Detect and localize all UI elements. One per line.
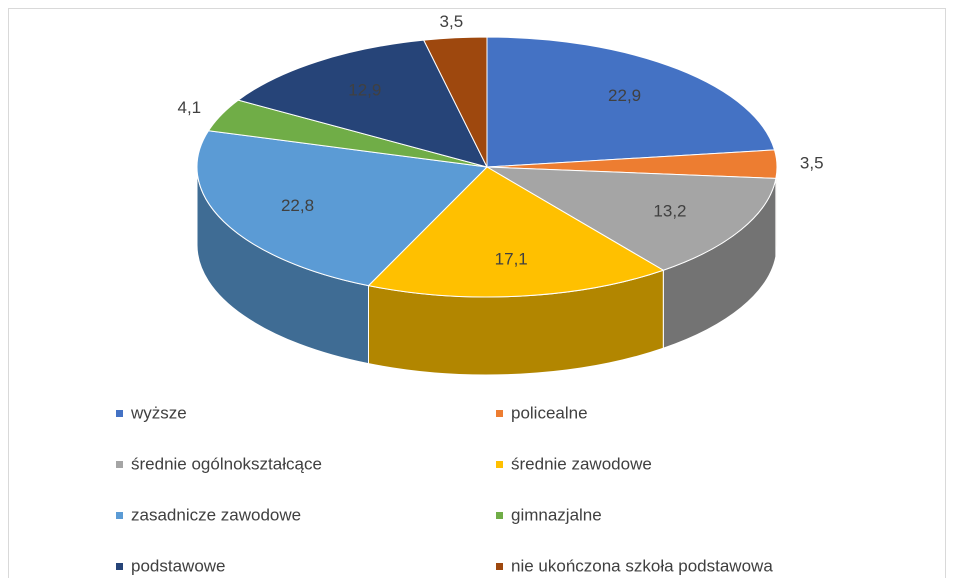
pie-tops: [196, 36, 778, 298]
legend-label: średnie zawodowe: [511, 454, 652, 473]
legend-swatch: [116, 461, 123, 468]
legend-swatch: [496, 461, 503, 468]
legend-swatch: [116, 512, 123, 519]
data-label: 3,5: [800, 153, 824, 172]
legend-swatch: [496, 512, 503, 519]
pie-slice: [367, 166, 665, 298]
pie-slice: [486, 36, 776, 168]
legend-label: wyższe: [130, 403, 187, 422]
pie-side: [197, 167, 369, 364]
legend-label: policealne: [511, 403, 588, 422]
data-label: 22,9: [608, 86, 641, 105]
legend-label: średnie ogólnokształcące: [131, 454, 322, 473]
pie-side: [368, 270, 664, 376]
legend-label: zasadnicze zawodowe: [131, 505, 301, 524]
data-label: 22,8: [281, 196, 314, 215]
pie-sides: [196, 166, 778, 376]
pie-side: [663, 178, 776, 349]
chart-border: [8, 8, 946, 578]
pie-slice: [486, 166, 777, 271]
legend: wyższe policealne średnie ogólnokształcące…: [116, 403, 773, 575]
pie-slice: [237, 39, 488, 168]
data-labels: 22,9 3,5 13,2 17,1 22,8 4,1 12,9 3,5: [177, 12, 823, 269]
legend-swatch: [496, 563, 503, 570]
legend-swatch: [116, 410, 123, 417]
data-label: 13,2: [653, 202, 686, 221]
pie-slice: [422, 36, 488, 168]
data-label: 4,1: [177, 98, 201, 117]
legend-label: gimnazjalne: [511, 505, 602, 524]
legend-swatch: [496, 410, 503, 417]
pie-slice: [196, 130, 489, 287]
data-label: 17,1: [495, 249, 528, 268]
legend-label: podstawowe: [131, 556, 226, 575]
data-label: 12,9: [348, 81, 381, 100]
data-label: 3,5: [440, 12, 464, 31]
legend-label: nie ukończona szkoła podstawowa: [511, 556, 773, 575]
legend-swatch: [116, 563, 123, 570]
